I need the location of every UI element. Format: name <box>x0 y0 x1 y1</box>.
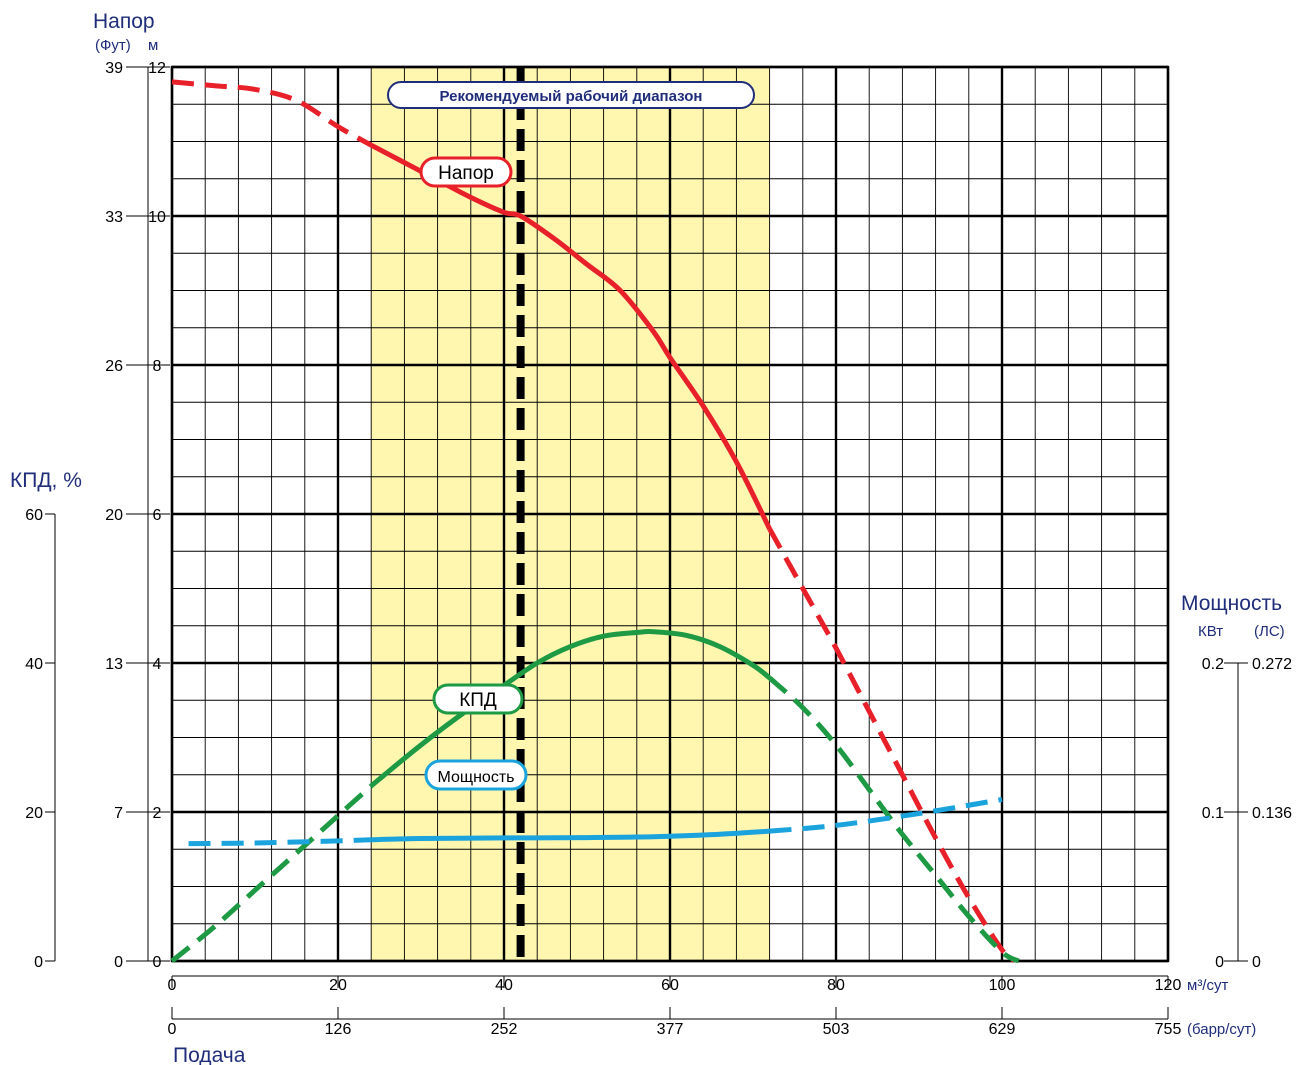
efficiency-curve-dashed-left <box>170 784 373 963</box>
flow-tick-label-m3: 60 <box>661 977 679 994</box>
head-curve-dashed-right <box>767 527 1017 964</box>
head-tick-label-ft: 26 <box>105 358 123 375</box>
head-tick-label-m: 10 <box>148 209 166 226</box>
efficiency-tick-label: 40 <box>25 656 43 673</box>
flow-tick-label-bbl: 377 <box>657 1021 684 1038</box>
recommended-range-label-text: Рекомендуемый рабочий диапазон <box>440 88 703 105</box>
head-curve-label: Напор <box>419 156 513 188</box>
axes-layer: Напор (Фут) м КПД, % Мощность КВт (ЛС) П… <box>10 10 1285 1065</box>
head-tick-label-ft: 13 <box>105 656 123 673</box>
head-tick-label-m: 4 <box>153 656 162 673</box>
flow-tick-label-m3: 120 <box>1155 977 1182 994</box>
power-curve-label-text: Мощность <box>438 769 515 786</box>
head-tick-label-ft: 33 <box>105 209 123 226</box>
flow-axis-title: Подача <box>173 1044 246 1065</box>
head-tick-label-ft: 39 <box>105 60 123 77</box>
flow-tick-label-m3: 0 <box>168 977 177 994</box>
recommended-range-label-box <box>387 81 755 109</box>
flow-unit-m3: м³/сут <box>1187 977 1228 994</box>
recommended-range-label: Рекомендуемый рабочий диапазон <box>387 81 755 109</box>
flow-tick-label-bbl: 126 <box>325 1021 352 1038</box>
flow-tick-label-m3: 20 <box>329 977 347 994</box>
efficiency-axis-title: КПД, % <box>10 469 82 492</box>
head-tick-label-ft: 0 <box>114 954 123 971</box>
power-curve-label-box <box>424 759 528 791</box>
head-axis-unit-ft: (Фут) <box>95 37 131 54</box>
flow-tick-label-bbl: 252 <box>491 1021 518 1038</box>
efficiency-tick-label: 20 <box>25 805 43 822</box>
power-axis-title: Мощность <box>1181 592 1282 615</box>
head-tick-label-ft: 7 <box>114 805 123 822</box>
power-curve-dashed-left <box>188 837 372 847</box>
head-tick-label-ft: 20 <box>105 507 123 524</box>
head-axis-unit-m: м <box>148 37 158 54</box>
flow-tick-label-m3: 40 <box>495 977 513 994</box>
power-tick-label-hp: 0.272 <box>1252 656 1292 673</box>
flow-unit-bbl: (барр/сут) <box>1187 1021 1256 1038</box>
head-tick-label-m: 6 <box>153 507 162 524</box>
power-curve-dashed-right <box>769 797 1003 834</box>
curve-labels-layer: Рекомендуемый рабочий диапазон Напор КПД Мо… <box>387 81 755 791</box>
efficiency-curve-label: КПД <box>432 683 524 715</box>
efficiency-curve-label-text: КПД <box>459 690 497 711</box>
flow-tick-label-bbl: 755 <box>1155 1021 1182 1038</box>
power-axis-unit-hp: (ЛС) <box>1254 623 1285 640</box>
head-tick-label-m: 12 <box>148 60 166 77</box>
flow-tick-label-bbl: 0 <box>168 1021 177 1038</box>
power-tick-label-kw: 0 <box>1215 954 1224 971</box>
power-tick-label-hp: 0 <box>1252 954 1261 971</box>
grid <box>170 65 1170 963</box>
head-tick-label-m: 8 <box>153 358 162 375</box>
power-tick-label-hp: 0.136 <box>1252 805 1292 822</box>
power-tick-label-kw: 0.1 <box>1202 805 1224 822</box>
head-tick-label-m: 0 <box>153 954 162 971</box>
head-tick-label-m: 2 <box>153 805 162 822</box>
flow-tick-label-m3: 100 <box>989 977 1016 994</box>
head-curve-label-text: Напор <box>438 163 494 184</box>
flow-tick-label-bbl: 503 <box>823 1021 850 1038</box>
head-curve-label-box <box>419 156 513 188</box>
head-curve-dashed-left <box>171 79 373 148</box>
head-axis-title: Напор <box>93 10 155 33</box>
power-tick-label-kw: 0.2 <box>1202 656 1224 673</box>
flow-tick-label-m3: 80 <box>827 977 845 994</box>
power-curve-label: Мощность <box>424 759 528 791</box>
flow-tick-label-bbl: 629 <box>989 1021 1016 1038</box>
plot-frame <box>170 65 1170 963</box>
head-curve-solid <box>370 142 772 531</box>
efficiency-tick-label: 0 <box>34 954 43 971</box>
power-axis-unit-kw: КВт <box>1198 623 1223 640</box>
efficiency-tick-label: 60 <box>25 507 43 524</box>
efficiency-curve-label-box <box>432 683 524 715</box>
efficiency-curve-dashed-right <box>767 676 1020 964</box>
power-curve-solid <box>371 828 770 843</box>
